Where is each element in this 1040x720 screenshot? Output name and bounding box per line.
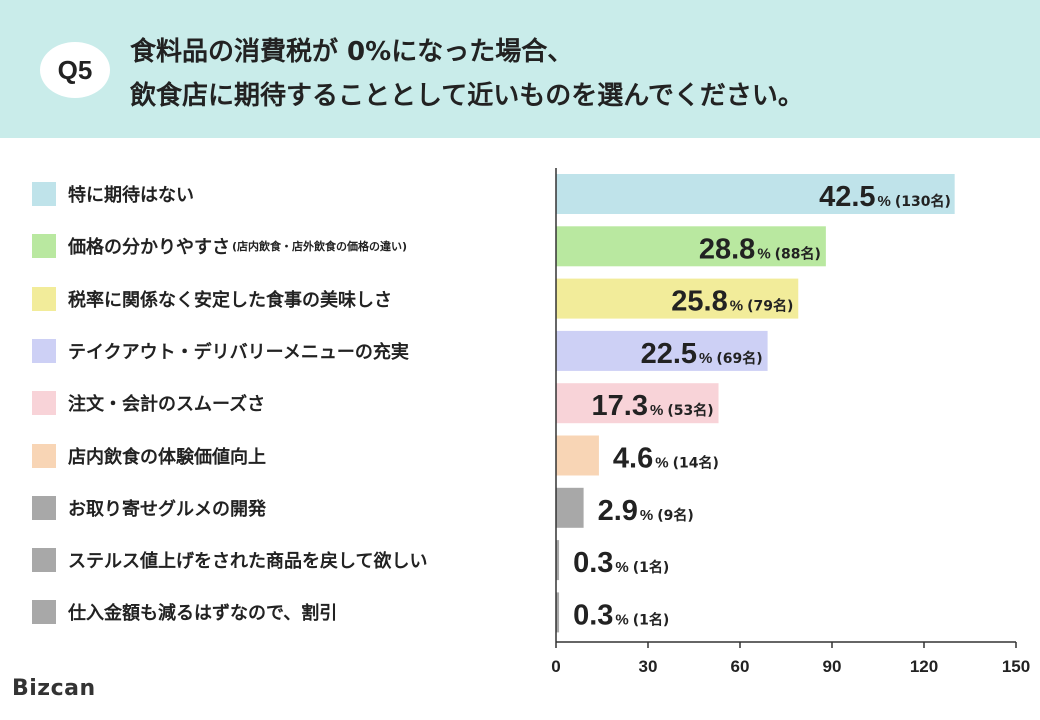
- value-label: 2.9% (9名): [598, 495, 694, 527]
- title-line-1: 食料品の消費税が 0%になった場合、: [130, 37, 574, 67]
- value-label: 42.5% (130名): [819, 181, 951, 213]
- percent-sign: %: [699, 350, 712, 367]
- legend-swatch: [32, 286, 56, 311]
- percent-sign: %: [757, 245, 770, 262]
- title-line-2: 飲食店に期待することとして近いものを選んでください。: [130, 81, 804, 111]
- percent-sign: %: [615, 559, 628, 576]
- bar: [556, 540, 560, 581]
- category-label: テイクアウト・デリバリーメニューの充実: [32, 336, 409, 366]
- x-tick-label: 0: [551, 657, 560, 676]
- category-text: 店内飲食の体験価値向上: [68, 446, 266, 468]
- percent-value: 2.9: [598, 495, 638, 527]
- category-label: お取り寄せグルメの開発: [32, 493, 266, 523]
- legend-swatch: [32, 600, 56, 625]
- x-tick-label: 150: [1002, 657, 1030, 676]
- x-tick-label: 90: [823, 657, 842, 676]
- bar: [556, 226, 826, 267]
- category-label: 注文・会計のスムーズさ: [32, 388, 265, 418]
- count-value: (1名): [633, 611, 670, 628]
- bizcan-logo: Bizcan: [12, 676, 96, 701]
- value-label: 17.3% (53名): [592, 390, 714, 422]
- value-label: 25.8% (79名): [671, 286, 793, 318]
- category-note: (店内飲食・店外飲食の価格の違い): [232, 240, 408, 254]
- percent-value: 4.6: [613, 443, 653, 475]
- category-text: お取り寄せグルメの開発: [68, 498, 266, 520]
- percent-value: 0.3: [573, 599, 613, 631]
- bar: [556, 383, 719, 424]
- percent-sign: %: [640, 507, 653, 524]
- percent-sign: %: [615, 611, 628, 628]
- legend-swatch: [32, 182, 56, 206]
- percent-sign: %: [878, 193, 891, 210]
- percent-sign: %: [650, 402, 663, 419]
- count-value: (69名): [716, 350, 762, 367]
- value-label: 22.5% (69名): [641, 338, 763, 370]
- count-value: (9名): [657, 507, 694, 524]
- x-tick-label: 30: [639, 657, 658, 676]
- percent-value: 28.8: [699, 233, 755, 265]
- x-tick-label: 60: [731, 657, 750, 676]
- category-text: テイクアウト・デリバリーメニューの充実: [68, 341, 409, 363]
- bar: [556, 278, 799, 319]
- percent-value: 22.5: [641, 338, 697, 370]
- count-value: (130名): [895, 193, 951, 210]
- percent-value: 17.3: [592, 390, 648, 422]
- category-text: ステルス値上げをされた商品を戻して欲しい: [68, 551, 428, 573]
- category-label: 店内飲食の体験価値向上: [32, 441, 266, 471]
- legend-swatch: [32, 443, 56, 468]
- category-label: 価格の分かりやすさ (店内飲食・店外飲食の価格の違い): [32, 231, 407, 261]
- count-value: (1名): [633, 559, 670, 576]
- x-tick-label: 120: [910, 657, 938, 676]
- bar: [556, 174, 955, 214]
- bar: [556, 592, 560, 633]
- bar: [556, 330, 768, 371]
- percent-sign: %: [730, 298, 743, 315]
- category-label: 仕入金額も減るはずなので、割引: [32, 597, 337, 627]
- question-title: 食料品の消費税が 0%になった場合、 飲食店に期待することとして近いものを選んで…: [130, 30, 1010, 118]
- question-badge: Q5: [40, 42, 110, 98]
- count-value: (79名): [747, 298, 793, 315]
- percent-value: 42.5: [819, 181, 875, 213]
- category-text: 仕入金額も減るはずなので、割引: [68, 603, 338, 625]
- legend-swatch: [32, 391, 56, 416]
- count-value: (53名): [667, 402, 713, 419]
- category-text: 価格の分かりやすさ: [68, 237, 230, 259]
- percent-value: 0.3: [573, 547, 613, 579]
- category-text: 税率に関係なく安定した食事の美味しさ: [68, 289, 392, 311]
- legend-swatch: [32, 338, 56, 363]
- category-label: ステルス値上げをされた商品を戻して欲しい: [32, 545, 427, 575]
- legend-swatch: [32, 234, 56, 259]
- category-text: 特に期待はない: [68, 185, 194, 206]
- category-label: 税率に関係なく安定した食事の美味しさ: [32, 284, 392, 314]
- category-label: 特に期待はない: [32, 179, 194, 209]
- value-label: 4.6% (14名): [613, 443, 719, 475]
- count-value: (14名): [673, 455, 719, 472]
- value-label: 0.3% (1名): [573, 599, 669, 631]
- count-value: (88名): [775, 245, 821, 262]
- percent-sign: %: [655, 455, 668, 472]
- category-text: 注文・会計のスムーズさ: [68, 394, 266, 416]
- bar: [556, 435, 599, 476]
- bar: [556, 487, 584, 528]
- legend-swatch: [32, 495, 56, 520]
- legend-swatch: [32, 548, 56, 573]
- percent-value: 25.8: [671, 286, 727, 318]
- value-label: 0.3% (1名): [573, 547, 669, 579]
- header-band: Q5 食料品の消費税が 0%になった場合、 飲食店に期待することとして近いものを…: [0, 0, 1040, 138]
- value-label: 28.8% (88名): [699, 233, 821, 265]
